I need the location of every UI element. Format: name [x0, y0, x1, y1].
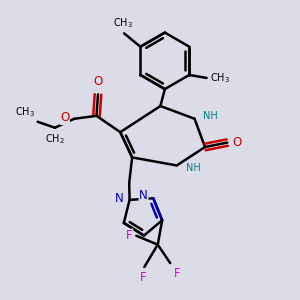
- Text: CH$_2$: CH$_2$: [45, 132, 65, 146]
- Text: F: F: [126, 229, 133, 242]
- Text: CH$_3$: CH$_3$: [15, 105, 35, 119]
- Text: O: O: [232, 136, 242, 149]
- Text: N: N: [115, 192, 124, 205]
- Text: O: O: [93, 76, 103, 88]
- Text: F: F: [140, 272, 146, 284]
- Text: N: N: [139, 189, 148, 202]
- Text: F: F: [174, 267, 180, 280]
- Text: NH: NH: [186, 163, 200, 173]
- Text: CH$_3$: CH$_3$: [112, 16, 133, 30]
- Text: O: O: [60, 111, 70, 124]
- Text: NH: NH: [203, 111, 218, 121]
- Text: CH$_3$: CH$_3$: [209, 71, 230, 85]
